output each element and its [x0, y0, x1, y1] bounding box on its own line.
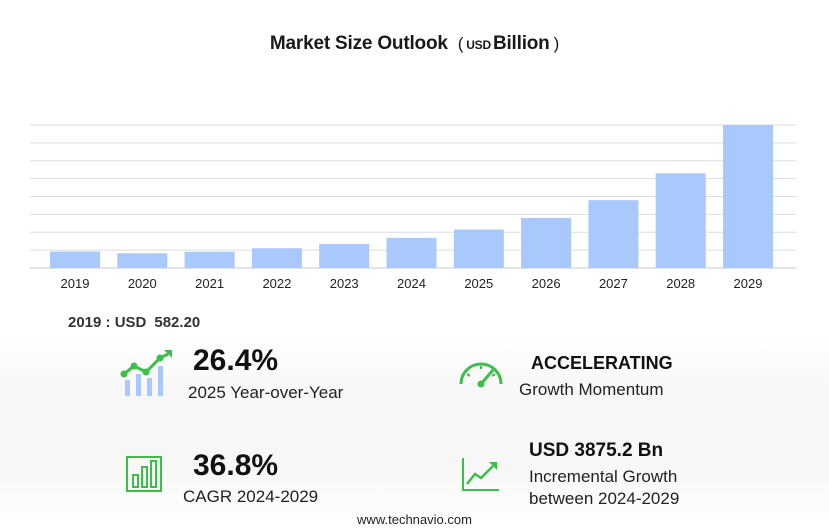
- x-tick-label-2028: 2028: [666, 276, 695, 291]
- x-tick-label-2029: 2029: [734, 276, 763, 291]
- x-tick-label-2020: 2020: [128, 276, 157, 291]
- bar-2022: [251, 248, 302, 268]
- title-paren-open: (: [457, 34, 464, 53]
- incremental-value: USD 3875.2 Bn: [529, 440, 664, 461]
- x-tick-label-2024: 2024: [397, 276, 426, 291]
- bar-chart: 2019 2020 2021 2022 2023 2024 2025 2026 2027 2028…: [30, 124, 796, 291]
- chart-title-text: Market Size Outlook: [269, 33, 448, 54]
- momentum-label: Growth Momentum: [519, 380, 664, 399]
- x-tick-label-2025: 2025: [464, 276, 493, 291]
- bar-2027: [588, 200, 639, 268]
- bar-2023: [319, 243, 370, 268]
- x-tick-label-2023: 2023: [330, 276, 359, 291]
- momentum-value: ACCELERATING: [531, 353, 673, 373]
- speedometer-icon: [459, 362, 503, 388]
- x-tick-label-2021: 2021: [195, 276, 224, 291]
- x-tick-label-2022: 2022: [262, 276, 291, 291]
- incremental-label-1: Incremental Growth: [529, 467, 678, 486]
- yoy-value: 26.4%: [193, 344, 279, 377]
- yoy-label: 2025 Year-over-Year: [188, 383, 344, 402]
- footer-url: www.technavio.com: [357, 512, 472, 527]
- bar-2026: [521, 217, 572, 268]
- cagr-label: CAGR 2024-2029: [183, 487, 319, 506]
- bar-2019: [50, 251, 100, 268]
- trend-up-icon: [462, 458, 499, 491]
- cagr-value: 36.8%: [193, 449, 279, 482]
- bar-2025: [453, 229, 504, 268]
- base-year-value: 582.20: [154, 314, 201, 331]
- bar-chart-icon: [126, 456, 162, 492]
- chart-title: Market Size Outlook (USD Billion): [0, 33, 829, 55]
- base-year-label: 2019 : USD 582.20: [68, 314, 200, 331]
- title-unit: Billion: [492, 33, 550, 54]
- bar-2029: [723, 125, 773, 268]
- x-tick-label-2027: 2027: [599, 276, 628, 291]
- bar-2028: [655, 173, 706, 268]
- title-paren-close: ): [553, 34, 560, 53]
- x-tick-label-2026: 2026: [532, 276, 561, 291]
- bar-2021: [184, 251, 235, 268]
- base-year-prefix: 2019 : USD: [68, 314, 147, 331]
- growth-chart-icon: [120, 350, 172, 396]
- bar-2024: [386, 238, 437, 268]
- bar-2020: [117, 253, 168, 268]
- title-unit-prefix: USD: [466, 38, 491, 52]
- incremental-label-2: between 2024-2029: [529, 489, 680, 508]
- x-tick-label-2019: 2019: [61, 276, 90, 291]
